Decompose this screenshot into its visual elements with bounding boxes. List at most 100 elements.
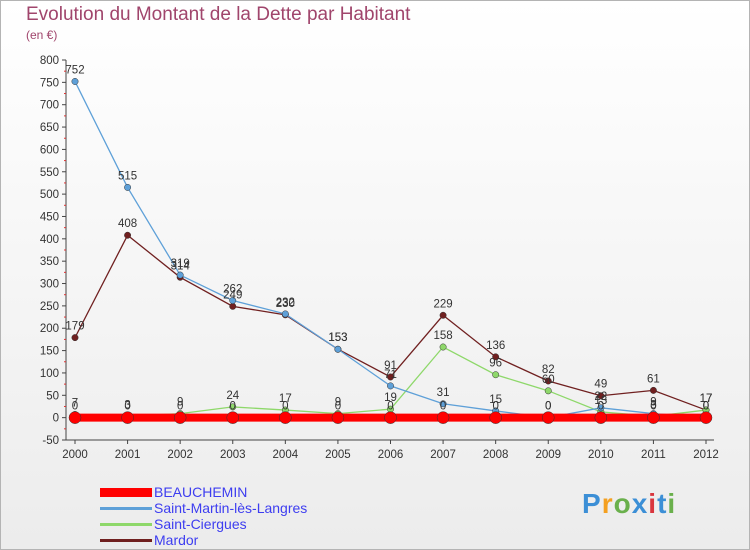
data-label: 17: [700, 393, 713, 405]
data-label: 49: [594, 379, 607, 391]
x-tick-label: 2001: [115, 449, 141, 461]
data-label: 0: [703, 401, 709, 413]
data-point: [597, 404, 605, 412]
data-point: [647, 411, 660, 424]
data-label: 158: [433, 330, 452, 342]
y-tick-label: 750: [40, 77, 59, 89]
y-tick-label: 350: [40, 256, 59, 268]
data-point: [226, 411, 239, 424]
x-tick-label: 2006: [378, 449, 404, 461]
x-tick-label: 2002: [167, 449, 193, 461]
data-point: [387, 373, 394, 381]
data-point: [229, 297, 237, 304]
data-label: 0: [650, 401, 656, 413]
data-label: 179: [65, 321, 84, 333]
data-label: 0: [545, 401, 551, 413]
data-label: 0: [598, 401, 604, 413]
x-tick-label: 2011: [641, 449, 666, 461]
series-beauchemin: [68, 411, 713, 424]
legend-swatch: [100, 507, 152, 510]
y-tick-label: 500: [40, 189, 59, 201]
data-label: 153: [328, 332, 347, 344]
y-tick-label: 450: [40, 211, 59, 223]
data-label: 7: [72, 398, 78, 410]
legend-item: Mardor: [100, 532, 380, 548]
y-tick-label: 600: [40, 144, 59, 156]
legend-swatch: [100, 539, 152, 542]
data-label: 17: [279, 393, 292, 405]
data-label: 249: [223, 289, 242, 301]
data-point: [439, 400, 447, 408]
data-label: 752: [65, 64, 84, 76]
data-label: 91: [384, 360, 397, 372]
data-label: 0: [230, 401, 236, 413]
data-label: 408: [118, 218, 137, 230]
data-point: [544, 387, 552, 395]
y-tick-label: 200: [40, 323, 59, 335]
legend: BEAUCHEMIN Saint-Martin-lès-Langres Saint-…: [100, 484, 380, 548]
series-saint-martin-l-s-langres: [71, 78, 710, 422]
legend-item: BEAUCHEMIN: [100, 484, 380, 500]
data-label: 71: [384, 369, 397, 381]
logo-letter: i: [648, 488, 658, 519]
data-point: [384, 411, 397, 424]
data-point: [279, 411, 292, 424]
data-point: [71, 334, 79, 342]
y-tick-label: 400: [40, 234, 59, 246]
data-label: 3: [650, 399, 656, 411]
legend-item: Saint-Martin-lès-Langres: [100, 500, 380, 516]
data-point: [71, 78, 79, 85]
y-tick-label: 50: [46, 390, 59, 402]
y-tick-label: 100: [40, 368, 59, 380]
logo-letter: x: [631, 488, 649, 519]
data-point: [124, 183, 132, 191]
data-label: 0: [703, 401, 709, 413]
data-point: [699, 411, 713, 424]
data-label: 31: [437, 387, 450, 399]
data-label: 9: [335, 397, 341, 409]
data-label: 22: [594, 391, 607, 403]
data-label: 0: [335, 401, 341, 413]
data-label: 9: [177, 397, 183, 409]
data-label: 153: [328, 332, 347, 344]
data-point: [597, 392, 605, 400]
data-label: 15: [489, 394, 502, 406]
y-tick-label: -50: [42, 435, 59, 447]
legend-label: Mardor: [154, 532, 199, 548]
legend-swatch: [100, 523, 152, 526]
data-labels: 0 0 0 0 0 0 0 0 0 0 0 0 0752515319262232153713115022…: [65, 64, 712, 412]
y-tick-label: 800: [40, 55, 59, 67]
chart-subtitle: (en €): [26, 28, 58, 42]
data-label: 515: [118, 170, 137, 182]
logo-letter: i: [667, 488, 677, 519]
data-label: 0: [387, 401, 393, 413]
data-label: 13: [594, 395, 607, 407]
data-point: [387, 382, 394, 390]
chart-title: Evolution du Montant de la Dette par Hab…: [26, 4, 411, 25]
data-label: 24: [226, 390, 239, 402]
data-point: [331, 411, 345, 424]
legend-swatch: [100, 488, 152, 497]
data-label: 229: [433, 298, 452, 310]
data-point: [542, 411, 555, 424]
data-label: 232: [276, 297, 295, 309]
data-point: [649, 386, 657, 394]
y-tick-label: 650: [40, 122, 59, 134]
data-label: 0: [545, 401, 551, 413]
data-point: [229, 403, 237, 411]
data-point: [439, 343, 447, 351]
x-tick-label: 2010: [588, 449, 614, 461]
legend-item: Saint-Ciergues: [100, 516, 380, 532]
data-label: 230: [276, 298, 295, 310]
x-tick-label: 2004: [273, 449, 299, 461]
legend-label: Saint-Martin-lès-Langres: [154, 500, 308, 516]
data-label: 60: [542, 374, 555, 386]
y-tick-label: 700: [40, 100, 59, 112]
logo-letter: t: [657, 488, 668, 519]
x-tick-label: 2000: [62, 449, 88, 461]
data-point: [173, 411, 187, 424]
data-label: 82: [542, 364, 555, 376]
data-point: [124, 231, 132, 239]
